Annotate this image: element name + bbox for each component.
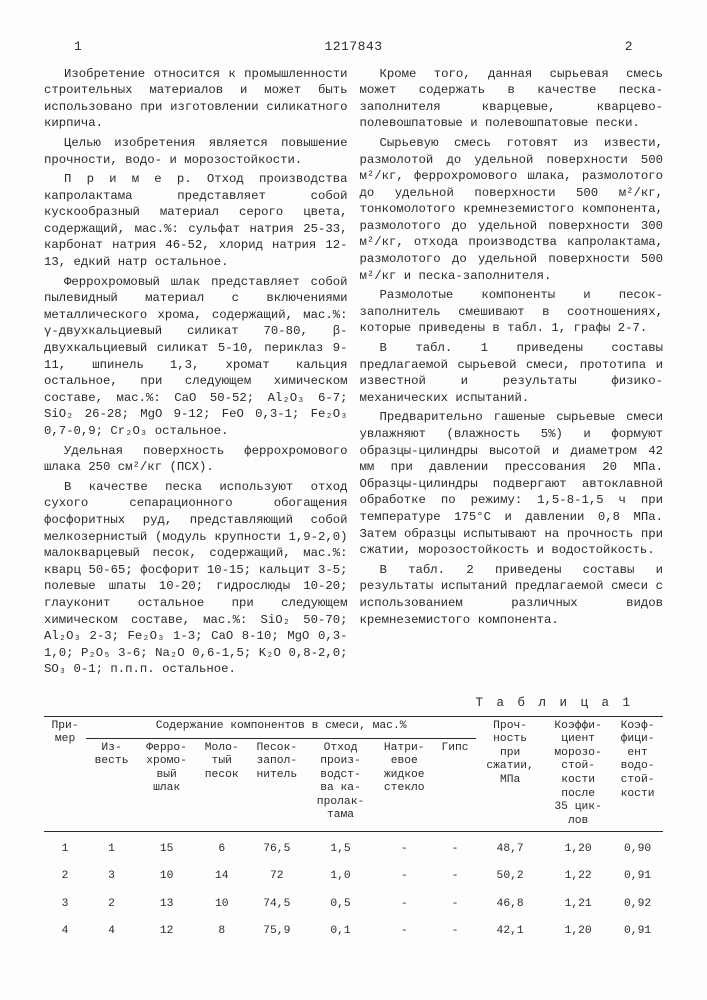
body-paragraph: Удельная поверхность феррохромового шлак… [44, 443, 348, 476]
table-cell: 0,90 [612, 832, 663, 864]
table-cell: 2 [44, 863, 86, 890]
table-row: 231014721,0--50,21,220,91 [44, 863, 663, 890]
table-row: 4412875,90,1--42,11,200,91 [44, 918, 663, 945]
table-cell: - [434, 891, 476, 918]
table-cell: - [434, 863, 476, 890]
col-header: Коэф-фици-ентводо-стой-кости [612, 716, 663, 831]
col-header: Моло-тыйпесок [196, 738, 247, 832]
table-cell: 48,7 [476, 832, 544, 864]
table-cell: - [375, 918, 434, 945]
col-group-header: Содержание компонентов в смеси, мас.% [86, 716, 476, 738]
table-cell: 76,5 [247, 832, 306, 864]
table-cell: 4 [86, 918, 137, 945]
table-body: 1115676,51,5--48,71,200,90231014721,0--5… [44, 832, 663, 946]
left-column: Изобретение относится к промышленности с… [44, 66, 348, 681]
table-cell: 14 [196, 863, 247, 890]
table-cell: 1,5 [307, 832, 375, 864]
table-cell: 4 [44, 918, 86, 945]
table-cell: 13 [137, 891, 196, 918]
col-header: Из-весть [86, 738, 137, 832]
table-cell: 1,0 [307, 863, 375, 890]
table-cell: 0,91 [612, 863, 663, 890]
table-cell: 12 [137, 918, 196, 945]
right-column: Кроме того, данная сырьевая смесь может … [360, 66, 664, 681]
body-paragraph: Размолотые компоненты и песок-заполнител… [360, 287, 664, 337]
table-cell: 1,20 [544, 918, 612, 945]
body-paragraph: Предварительно гашеные сырьевые смеси ув… [360, 409, 664, 558]
table-cell: 74,5 [247, 891, 306, 918]
table-cell: 1,21 [544, 891, 612, 918]
table-cell: 1 [44, 832, 86, 864]
table-cell: 1,20 [544, 832, 612, 864]
table-cell: 72 [247, 863, 306, 890]
table-cell: 8 [196, 918, 247, 945]
table-cell: - [375, 863, 434, 890]
table-cell: 50,2 [476, 863, 544, 890]
page-left-num: 1 [74, 38, 82, 56]
body-paragraph: В качестве песка используют отход сухого… [44, 479, 348, 678]
col-header: Натри-евоежидкоестекло [375, 738, 434, 832]
table-row: 1115676,51,5--48,71,200,90 [44, 832, 663, 864]
table-cell: 2 [86, 891, 137, 918]
body-paragraph: П р и м е р. Отход производства капролак… [44, 171, 348, 271]
table-cell: 6 [196, 832, 247, 864]
page-right-num: 2 [625, 38, 633, 56]
table-cell: 1,22 [544, 863, 612, 890]
patent-number-header: 1 1217843 2 [44, 38, 663, 56]
table-cell: 0,5 [307, 891, 375, 918]
table-cell: 1 [86, 832, 137, 864]
body-paragraph: Кроме того, данная сырьевая смесь может … [360, 66, 664, 132]
body-paragraph: Сырьевую смесь готовят из извести, размо… [360, 135, 664, 284]
table-cell: 3 [86, 863, 137, 890]
table-cell: - [375, 832, 434, 864]
table-cell: 42,1 [476, 918, 544, 945]
col-header: Ферро-хромо-выйшлак [137, 738, 196, 832]
table-cell: 75,9 [247, 918, 306, 945]
body-paragraph: Целью изобретения является повышение про… [44, 135, 348, 168]
table-title: Т а б л и ц а 1 [44, 695, 633, 712]
patent-number: 1217843 [324, 39, 382, 54]
col-header: Песок-запол-нитель [247, 738, 306, 832]
col-header: Коэффи-циентморозо-стой-костипосле35 цик… [544, 716, 612, 831]
body-paragraph: Феррохромовый шлак представляет собой пы… [44, 274, 348, 440]
col-header: При-мер [44, 716, 86, 831]
table-cell: 46,8 [476, 891, 544, 918]
body-paragraph: В табл. 2 приведены составы и результаты… [360, 562, 664, 628]
two-column-body: Изобретение относится к промышленности с… [44, 66, 663, 681]
body-paragraph: Изобретение относится к промышленности с… [44, 66, 348, 132]
col-header: Отходпроиз-водст-ва ка-пролак-тама [307, 738, 375, 832]
table-cell: - [375, 891, 434, 918]
table-cell: - [434, 832, 476, 864]
col-header: Гипс [434, 738, 476, 832]
table-cell: 3 [44, 891, 86, 918]
table-cell: 0,1 [307, 918, 375, 945]
table-cell: 0,92 [612, 891, 663, 918]
table-cell: 10 [196, 891, 247, 918]
data-table: При-мер Содержание компонентов в смеси, … [44, 716, 663, 945]
table-row: 32131074,50,5--46,81,210,92 [44, 891, 663, 918]
table-cell: 15 [137, 832, 196, 864]
table-cell: - [434, 918, 476, 945]
body-paragraph: В табл. 1 приведены составы предлагаемой… [360, 340, 664, 406]
table-cell: 0,91 [612, 918, 663, 945]
col-header: Проч-ностьприсжатии,МПа [476, 716, 544, 831]
table-cell: 10 [137, 863, 196, 890]
